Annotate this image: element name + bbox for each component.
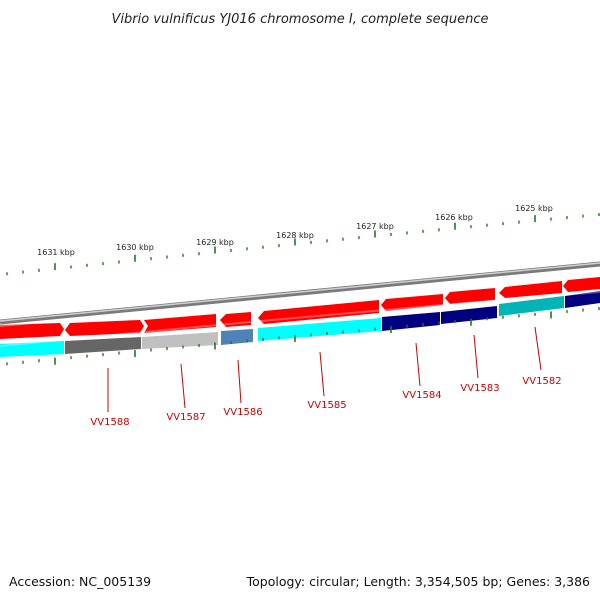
forward-gene[interactable]	[563, 277, 600, 292]
gene-block-vv1588[interactable]	[65, 337, 141, 354]
forward-gene[interactable]	[0, 323, 64, 339]
ruler-label-1631: 1631 kbp	[37, 248, 75, 257]
inner-ruler-ticks	[6, 307, 600, 366]
sequence-summary: Topology: circular; Length: 3,354,505 bp…	[246, 574, 590, 589]
forward-gene[interactable]	[144, 314, 216, 333]
backbone-highlight	[0, 262, 600, 322]
ruler-label-1625: 1625 kbp	[515, 204, 553, 213]
gene-block-vv1585[interactable]	[258, 318, 381, 341]
outer-ruler-ticks	[6, 213, 600, 276]
ruler-labels: 1631 kbp 1630 kbp 1629 kbp 1628 kbp 1627…	[37, 204, 553, 257]
gene-block-vv1584[interactable]	[382, 312, 440, 331]
forward-gene[interactable]	[445, 288, 495, 304]
reverse-gene[interactable]	[0, 341, 64, 357]
ruler-label-1628: 1628 kbp	[276, 231, 314, 240]
gene-labels: VV1588 VV1587 VV1586 VV1585 VV1584 VV158…	[90, 376, 561, 428]
ruler-label-1630: 1630 kbp	[116, 243, 154, 252]
gene-shine	[0, 291, 600, 347]
leader-line	[319, 351, 325, 397]
ruler-label-1629: 1629 kbp	[196, 238, 234, 247]
leader-line	[180, 363, 186, 409]
gene-label-vv1583[interactable]: VV1583	[460, 383, 499, 394]
leader-line	[534, 326, 542, 371]
gene-label-leaders	[107, 326, 542, 412]
reverse-gene[interactable]	[565, 291, 600, 308]
accession-text: Accession: NC_005139	[9, 574, 151, 589]
forward-gene[interactable]	[258, 300, 379, 324]
gene-label-vv1587[interactable]: VV1587	[166, 412, 205, 423]
ruler-label-1627: 1627 kbp	[356, 222, 394, 231]
ruler-label-1626: 1626 kbp	[435, 213, 473, 222]
forward-gene[interactable]	[220, 312, 251, 327]
forward-gene[interactable]	[65, 320, 144, 336]
gene-block-vv1582[interactable]	[499, 296, 564, 316]
forward-gene[interactable]	[381, 294, 443, 311]
gene-label-vv1588[interactable]: VV1588	[90, 417, 129, 428]
leader-line	[415, 342, 421, 387]
gene-shine	[0, 271, 600, 327]
gene-label-vv1585[interactable]: VV1585	[307, 400, 346, 411]
leader-line	[473, 334, 479, 379]
gene-label-vv1584[interactable]: VV1584	[402, 390, 441, 401]
gene-block-vv1587[interactable]	[142, 332, 218, 349]
gene-block-vv1583[interactable]	[441, 306, 497, 324]
map-title: Vibrio vulnificus YJ016 chromosome I, co…	[111, 12, 488, 27]
leader-line	[237, 359, 242, 404]
forward-gene[interactable]	[499, 281, 562, 298]
gene-label-vv1582[interactable]: VV1582	[522, 376, 561, 387]
gene-label-vv1586[interactable]: VV1586	[223, 407, 262, 418]
forward-strand-genes	[0, 271, 600, 339]
gene-block-vv1586[interactable]	[221, 329, 253, 345]
